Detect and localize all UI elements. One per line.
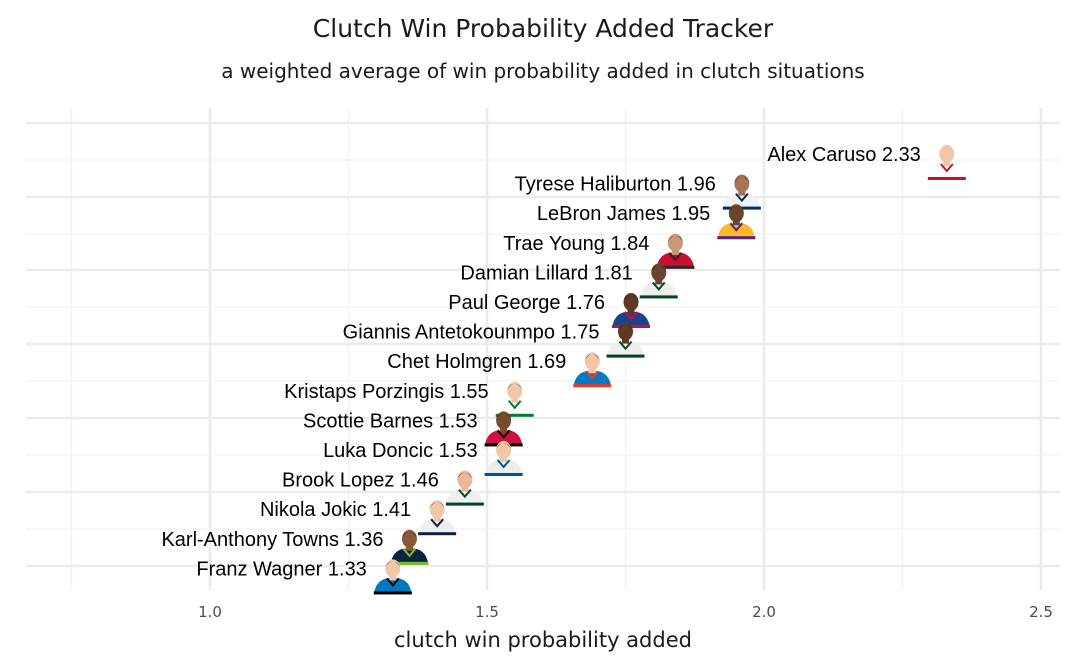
chart-title: Clutch Win Probability Added Tracker [313, 14, 774, 43]
player-point: Karl-Anthony Towns 1.36 [161, 529, 429, 565]
player-label: Luka Doncic 1.53 [323, 440, 478, 462]
player-label: Paul George 1.76 [448, 292, 605, 314]
player-headshot [717, 204, 756, 240]
player-point: Damian Lillard 1.81 [460, 262, 678, 299]
player-label: Karl-Anthony Towns 1.36 [161, 529, 383, 551]
player-headshot [484, 441, 523, 476]
x-axis-ticks: 1.0 1.5 2.0 2.5 [198, 603, 1053, 621]
player-point: Franz Wagner 1.33 [196, 558, 412, 595]
player-label: Trae Young 1.84 [503, 233, 649, 255]
player-label: Chet Holmgren 1.69 [387, 351, 566, 373]
player-label: Damian Lillard 1.81 [460, 262, 632, 284]
player-point: LeBron James 1.95 [537, 203, 756, 240]
player-point: Giannis Antetokounmpo 1.75 [343, 322, 645, 358]
player-headshot [606, 322, 645, 358]
data-points: Alex Caruso 2.33 Tyrese Haliburton 1.96 Le… [161, 144, 966, 595]
player-label: Giannis Antetokounmpo 1.75 [343, 322, 600, 344]
player-point: Alex Caruso 2.33 [767, 144, 966, 180]
player-headshot [373, 559, 412, 595]
player-point: Nikola Jokic 1.41 [260, 499, 457, 536]
player-label: Brook Lopez 1.46 [282, 470, 439, 492]
player-label: Nikola Jokic 1.41 [260, 499, 411, 521]
player-label: Franz Wagner 1.33 [196, 558, 366, 580]
player-label: Kristaps Porzingis 1.55 [284, 381, 489, 403]
player-headshot [495, 381, 534, 417]
player-headshot [445, 470, 484, 506]
x-axis-label: clutch win probability added [394, 628, 692, 652]
player-label: LeBron James 1.95 [537, 203, 710, 225]
player-headshot [656, 233, 695, 269]
player-point: Luka Doncic 1.53 [323, 440, 523, 476]
chart-subtitle: a weighted average of win probability ad… [221, 59, 864, 83]
x-tick-label: 2.0 [752, 603, 776, 621]
player-point: Trae Young 1.84 [503, 233, 695, 269]
player-headshot [639, 263, 678, 299]
player-headshot [722, 174, 761, 210]
player-headshot [573, 352, 612, 388]
grid [26, 108, 1060, 590]
player-label: Tyrese Haliburton 1.96 [515, 174, 716, 196]
player-headshot [927, 145, 966, 180]
player-label: Alex Caruso 2.33 [767, 144, 920, 166]
player-point: Tyrese Haliburton 1.96 [515, 174, 761, 210]
player-headshot [418, 500, 457, 536]
x-tick-label: 1.5 [475, 603, 499, 621]
player-point: Chet Holmgren 1.69 [387, 351, 612, 388]
player-point: Brook Lopez 1.46 [282, 470, 484, 506]
x-tick-label: 2.5 [1029, 603, 1053, 621]
player-headshot [390, 529, 429, 565]
x-tick-label: 1.0 [198, 603, 222, 621]
player-label: Scottie Barnes 1.53 [303, 410, 478, 432]
